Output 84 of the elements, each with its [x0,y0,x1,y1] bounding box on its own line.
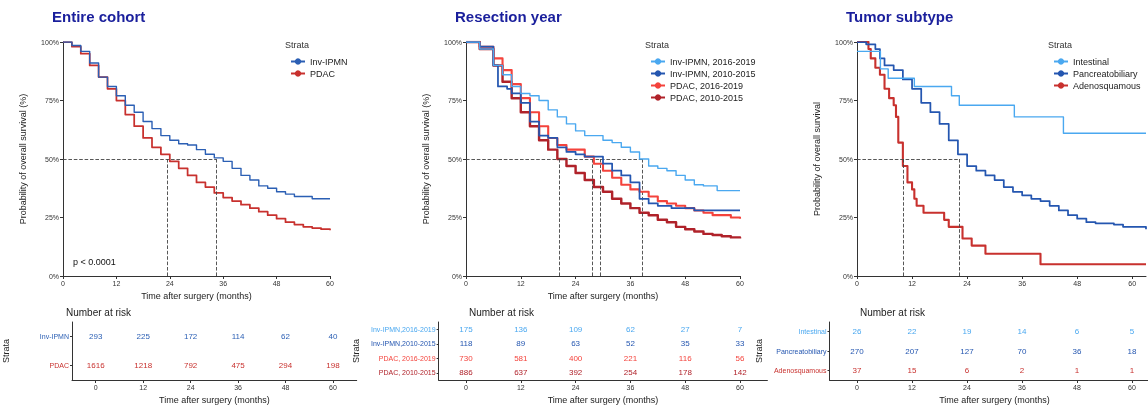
chart-title: Resection year [455,8,562,25]
data-label: 270 [850,346,865,356]
annotation: p < 0.0001 [73,256,116,267]
legend-label: Inv-IPMN [310,56,348,67]
data-label: 19 [962,327,972,337]
data-label: 400 [568,353,583,363]
x-axis-title: Time after surgery (months) [939,395,1050,406]
data-label: 114 [231,332,245,341]
data-label: 40 [328,332,338,341]
chart-title: Number at risk [469,306,536,318]
data-label: 18 [1127,346,1137,356]
data-label: 26 [852,327,862,337]
data-label: 15 [907,365,917,375]
y-axis-title: Strata [351,338,362,364]
data-label: 392 [568,368,583,378]
data-label: 89 [516,339,526,349]
data-label: 6 [1074,327,1080,337]
legend-title: Strata [1048,39,1073,50]
data-label: 198 [326,361,341,370]
data-label: 294 [278,361,293,370]
data-label: 6 [964,365,970,375]
data-label: 1218 [134,361,153,370]
data-label: 581 [514,353,529,363]
data-label: 475 [231,361,246,370]
data-label: 1 [1074,365,1080,375]
data-label: 52 [625,339,636,349]
chart-title: Number at risk [66,306,133,318]
data-label: 1616 [86,361,106,370]
data-label: 207 [905,346,920,356]
data-label: 2 [1019,365,1025,375]
data-label: 225 [136,332,151,341]
y-axis-title: Strata [753,338,764,364]
legend-label: Inv-IPMN, 2016-2019 [670,56,756,67]
x-axis-title: Time after surgery (months) [141,291,252,302]
x-axis-title: Time after surgery (months) [159,395,270,406]
data-label: 178 [678,368,693,378]
data-label: 62 [281,332,291,341]
data-label: 293 [89,332,103,341]
y-axis-title: Strata [0,338,11,364]
data-label: 172 [183,332,198,341]
legend-label: Inv-IPMN, 2010-2015 [670,68,756,79]
y-axis-title: Probability of overall survival (%) [420,93,431,225]
data-label: 221 [623,353,638,363]
legend-label: Pancreatobiliary [1073,68,1139,79]
data-label: 118 [459,339,473,349]
chart-title: Number at risk [860,306,927,318]
data-label: 730 [459,353,474,363]
data-label: 70 [1017,346,1027,356]
data-label: 63 [571,339,581,349]
data-label: 637 [514,368,529,378]
data-label: 116 [678,353,693,363]
legend-label: PDAC, 2016-2019 [670,80,744,91]
y-axis-title: Probability of overall survival [811,101,822,217]
data-label: 886 [459,368,474,378]
data-label: 142 [733,368,748,378]
legend-label: Intestinal [1073,56,1110,67]
data-label: 136 [514,324,529,334]
x-axis-title: Time after surgery (months) [547,291,659,302]
data-label: 127 [960,346,975,356]
data-label: 62 [625,324,636,334]
data-label: 36 [1072,346,1082,356]
data-label: 792 [183,361,198,370]
y-axis-title: Probability of overall survival (%) [17,93,28,225]
legend-title: Strata [285,39,310,50]
legend-label: Adenosquamous [1073,80,1142,91]
data-label: 5 [1129,327,1135,337]
legend-label: PDAC, 2010-2015 [670,92,744,103]
chart-title: Entire cohort [52,8,146,25]
data-label: 175 [459,324,474,334]
data-label: 109 [568,324,583,334]
legend-label: PDAC [310,68,336,79]
data-label: 14 [1017,327,1027,337]
data-label: 56 [735,353,745,363]
legend-title: Strata [645,39,670,50]
data-label: 22 [907,327,917,337]
x-axis-title: Time after surgery (months) [547,395,659,406]
chart-title: Tumor subtype [846,8,954,25]
data-label: 254 [623,368,638,378]
data-label: 33 [735,339,745,349]
data-label: 7 [737,324,743,334]
data-label: 27 [680,324,691,334]
data-label: 1 [1129,365,1135,375]
data-label: 37 [852,365,862,375]
data-label: 35 [680,339,691,349]
